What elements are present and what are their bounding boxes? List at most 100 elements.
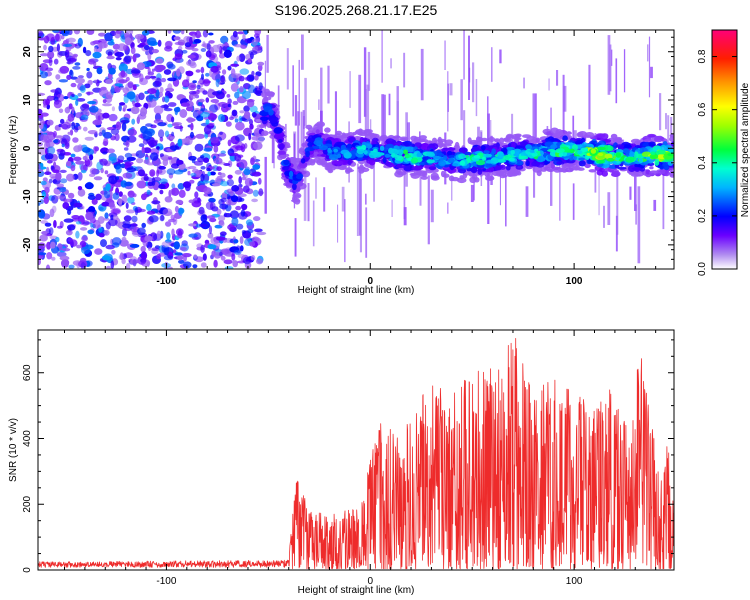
noise-blob [251,112,257,118]
ridge-blob [481,145,486,151]
noise-blob [59,65,70,74]
heatmap-x-ticks: -100 0 100 [64,30,657,287]
noise-blob [125,140,130,148]
heatmap-y-tick-label: -10 [22,189,33,204]
ridge-blob [452,163,459,167]
ridge-blob [654,136,664,143]
noise-blob [55,236,60,243]
noise-blob [70,76,78,80]
noise-blob [231,73,240,79]
noise-blob [49,208,55,218]
noise-blob [43,44,47,51]
ridge-blob [309,159,316,164]
ridge-blob [454,141,460,149]
noise-blob [159,214,165,222]
heatmap-streak [559,155,561,221]
noise-blob [163,255,174,261]
noise-blob [184,42,192,48]
noise-blob [258,82,263,91]
colorbar-tick-label: 0.6 [697,102,708,116]
ridge-blob [428,166,436,170]
noise-blob [144,75,151,80]
noise-blob [45,98,50,106]
noise-blob [120,119,130,124]
noise-blob [119,252,124,260]
ridge-blob [436,142,446,148]
noise-blob [103,217,110,221]
noise-blob [97,42,107,49]
noise-blob [105,78,113,85]
noise-blob [95,193,102,201]
noise-blob [186,60,196,67]
noise-blob [249,119,253,126]
noise-blob [245,219,253,226]
ridge-blob [395,165,406,169]
noise-blob [217,172,222,176]
ridge-blob [473,154,481,159]
noise-blob [205,119,210,125]
noise-blob [232,260,238,268]
heatmap-streak [670,116,673,138]
heatmap-streak [373,137,375,202]
noise-blob [119,102,126,106]
ridge-blob [604,153,613,159]
noise-blob [98,88,109,97]
noise-blob [94,248,103,255]
noise-blob [39,199,44,205]
noise-blob [110,209,121,214]
noise-blob [249,241,256,247]
ridge-blob [623,144,632,149]
noise-blob [234,91,240,99]
heatmap-streak [356,163,359,236]
noise-blob [253,46,258,51]
ridge-blob [362,137,368,142]
noise-blob [213,251,221,259]
snr-panel: -100 0 100 0 200 400 600 Height of straight l… [8,329,675,596]
noise-blob [47,50,55,59]
noise-blob [77,172,83,181]
heatmap-y-ticks: -20 -10 0 10 20 [22,36,674,270]
noise-blob [156,203,161,211]
heatmap-streak [304,77,307,126]
noise-blob [87,229,94,235]
noise-blob [110,214,114,221]
heatmap-frame [37,29,675,270]
ridge-blob [372,151,382,158]
noise-blob [38,30,44,37]
heatmap-streak [598,147,600,216]
noise-blob [238,176,242,185]
heatmap-streak [312,200,315,247]
noise-blob [64,106,71,114]
snr-y-tick-label: 0 [22,567,33,573]
noise-blob [127,190,135,198]
ridge-blob [625,156,634,163]
ridge-blob [283,159,290,166]
noise-blob [106,55,115,60]
noise-blob [224,41,228,48]
noise-blob [161,156,168,161]
noise-blob [38,121,44,130]
noise-blob [75,160,85,165]
ridge-blob [595,133,606,139]
heatmap-streak [588,64,591,130]
ridge-blob [324,127,331,133]
noise-blob [242,256,252,265]
noise-blob [175,228,184,236]
noise-blob [207,171,211,177]
ridge-blob [477,168,483,175]
noise-blob [190,172,197,177]
snr-x-ticks: -100 0 100 [64,330,657,587]
ridge-blob [447,157,455,164]
noise-blob [112,215,119,221]
noise-blob [56,251,67,257]
ridge-blob [531,152,538,157]
noise-blob [214,224,223,229]
noise-blob [248,132,252,141]
noise-blob [208,32,214,36]
ridge-blob [382,157,387,164]
ridge-blob [576,131,584,138]
noise-blob [48,45,54,53]
noise-blob [79,240,87,248]
snr-x-tick-label: 100 [566,576,583,587]
noise-blob [198,98,205,103]
